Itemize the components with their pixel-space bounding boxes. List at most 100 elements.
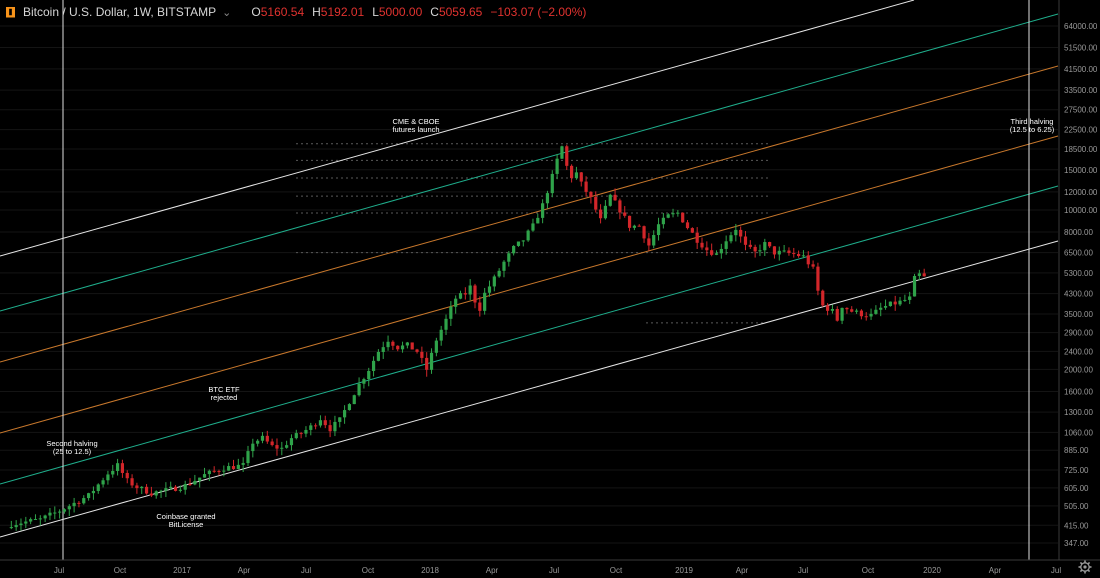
candle-body bbox=[429, 352, 434, 370]
candle-body bbox=[415, 349, 419, 352]
candle-body bbox=[574, 172, 579, 179]
annotation-line: (12.5 to 6.25) bbox=[1010, 125, 1055, 134]
candle-body bbox=[202, 474, 207, 478]
candle-body bbox=[497, 270, 501, 277]
price-tick-label: 64000.00 bbox=[1064, 22, 1098, 31]
candle-body bbox=[386, 341, 390, 348]
candle-body bbox=[24, 521, 28, 524]
candle-body bbox=[690, 228, 694, 233]
candle-body bbox=[82, 498, 86, 504]
candle-body bbox=[391, 341, 395, 346]
candle-body bbox=[700, 242, 704, 248]
price-tick-label: 1600.00 bbox=[1064, 388, 1093, 397]
channel-line bbox=[0, 185, 1059, 485]
price-tick-label: 22500.00 bbox=[1064, 126, 1098, 135]
candle-body bbox=[676, 212, 680, 214]
open-label: O bbox=[251, 5, 261, 19]
candle-body bbox=[323, 420, 327, 426]
chevron-down-icon[interactable]: ⌄ bbox=[222, 6, 232, 19]
candle-body bbox=[512, 245, 516, 254]
candle-body bbox=[227, 466, 231, 471]
candle-body bbox=[58, 511, 62, 513]
price-tick-label: 1060.00 bbox=[1064, 428, 1093, 437]
candle-body bbox=[589, 191, 593, 197]
candle-body bbox=[840, 307, 844, 321]
candle-body bbox=[695, 232, 699, 243]
price-tick-label: 15000.00 bbox=[1064, 166, 1098, 175]
candle-body bbox=[420, 351, 424, 358]
candle-body bbox=[681, 212, 685, 223]
symbol-header[interactable]: Bitcoin / U.S. Dollar, 1W, BITSTAMP ⌄ O 5… bbox=[0, 0, 586, 24]
chart-annotation: CME & CBOE futures launch bbox=[392, 117, 439, 134]
bitstamp-logo-icon bbox=[6, 6, 15, 18]
price-tick-label: 5300.00 bbox=[1064, 269, 1093, 278]
candle-body bbox=[724, 241, 728, 249]
price-tick-label: 27500.00 bbox=[1064, 106, 1098, 115]
high-value: 5192.01 bbox=[320, 5, 365, 19]
candle-body bbox=[48, 512, 52, 516]
candle-body bbox=[903, 299, 907, 301]
candle-body bbox=[115, 463, 120, 471]
candle-body bbox=[710, 250, 714, 255]
time-tick-label: 2020 bbox=[923, 566, 941, 575]
time-tick-label: Oct bbox=[362, 566, 375, 575]
candle-body bbox=[627, 215, 632, 228]
candle-body bbox=[845, 307, 849, 310]
price-tick-label: 885.00 bbox=[1064, 446, 1089, 455]
candle-body bbox=[183, 484, 187, 490]
candle-body bbox=[753, 246, 757, 252]
candle-body bbox=[768, 242, 772, 247]
channel-line bbox=[0, 135, 1059, 434]
price-tick-label: 2900.00 bbox=[1064, 329, 1093, 338]
price-tick-label: 505.00 bbox=[1064, 502, 1089, 511]
candle-body bbox=[748, 244, 752, 247]
candle-body bbox=[212, 470, 216, 472]
candle-body bbox=[328, 425, 332, 432]
candle-body bbox=[111, 470, 115, 475]
candle-body bbox=[705, 247, 709, 251]
candle-body bbox=[449, 306, 453, 319]
candle-body bbox=[550, 173, 554, 194]
candle-body bbox=[739, 229, 743, 237]
candle-body bbox=[777, 250, 781, 255]
annotation-line: BitLicense bbox=[169, 520, 204, 529]
candle-body bbox=[29, 519, 33, 522]
candle-body bbox=[140, 486, 144, 489]
candle-body bbox=[792, 253, 796, 255]
symbol-title[interactable]: Bitcoin / U.S. Dollar, 1W, BITSTAMP bbox=[23, 5, 217, 19]
candle-body bbox=[656, 224, 661, 236]
candle-body bbox=[217, 471, 221, 473]
price-tick-label: 725.00 bbox=[1064, 466, 1089, 475]
candle-body bbox=[400, 345, 405, 350]
time-tick-label: Apr bbox=[238, 566, 251, 575]
candle-body bbox=[536, 217, 540, 224]
candle-body bbox=[444, 318, 448, 330]
candle-body bbox=[318, 420, 323, 426]
candle-body bbox=[888, 301, 892, 307]
close-value: 5059.65 bbox=[438, 5, 483, 19]
candle-body bbox=[854, 310, 859, 312]
price-axis[interactable]: 64000.00 51500.00 41500.00 33500.00 27500.00… bbox=[1058, 0, 1098, 560]
candle-body bbox=[154, 491, 158, 496]
candle-body bbox=[280, 447, 284, 449]
time-axis[interactable]: Jul Oct 2017 Apr Jul Oct 2018 Apr Jul Oct 2019 Apr J… bbox=[0, 559, 1100, 575]
price-tick-label: 415.00 bbox=[1064, 521, 1089, 530]
candle-body bbox=[101, 480, 105, 485]
candle-body bbox=[772, 246, 777, 255]
candle-body bbox=[289, 438, 294, 446]
chart-annotation: Coinbase granted BitLicense bbox=[156, 512, 215, 529]
annotation-line: Coinbase granted bbox=[156, 512, 215, 521]
price-tick-label: 33500.00 bbox=[1064, 86, 1098, 95]
chart-annotation: Third halving (12.5 to 6.25) bbox=[1010, 117, 1055, 134]
annotation-line: BTC ETF bbox=[208, 385, 240, 394]
candle-body bbox=[734, 229, 738, 236]
candle-body bbox=[478, 302, 482, 311]
price-tick-label: 347.00 bbox=[1064, 539, 1089, 548]
candle-body bbox=[637, 225, 641, 227]
candle-body bbox=[396, 345, 400, 350]
gear-icon[interactable] bbox=[1078, 560, 1092, 574]
candle-body bbox=[879, 307, 883, 310]
price-tick-label: 51500.00 bbox=[1064, 44, 1098, 53]
time-tick-label: 2019 bbox=[675, 566, 693, 575]
